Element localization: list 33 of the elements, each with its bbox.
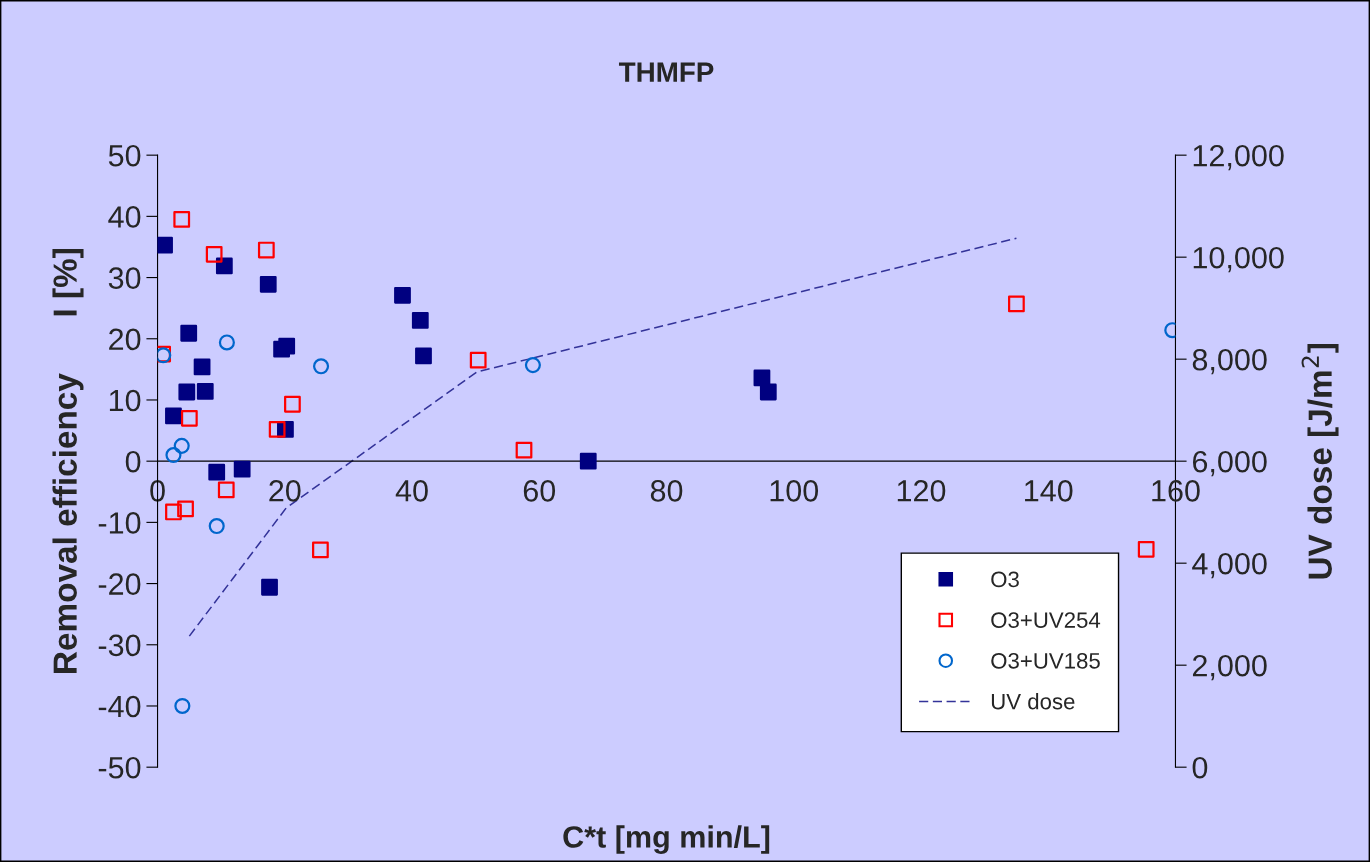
x-tick-label: 80: [650, 480, 683, 502]
y2-tick-label: 8,000: [1192, 348, 1267, 375]
legend-label: O3: [991, 571, 1019, 588]
y-tick-label: -10: [98, 512, 141, 534]
x-tick-label: 20: [269, 480, 301, 502]
y2-tick-label: 4,000: [1192, 552, 1267, 579]
y-axis-title: Removal efficiency I [%]: [52, 249, 84, 673]
y-tick-label: -40: [98, 695, 141, 718]
x-tick-label: 60: [523, 480, 556, 502]
legend-label: UV dose: [991, 693, 1075, 710]
y-tick-label: 30: [108, 267, 141, 289]
x-axis-title: C*t [mg min/L]: [563, 825, 770, 854]
y-tick-label: 50: [108, 144, 141, 167]
y-tick-label: 0: [125, 450, 141, 473]
x-tick-label: 140: [1025, 480, 1073, 502]
y2-tick-label: 10,000: [1193, 246, 1284, 273]
y-tick-label: 20: [109, 328, 141, 351]
x-tick-label: 120: [897, 480, 946, 502]
y-tick-label: 10: [109, 389, 141, 412]
y2-tick-label: 2,000: [1192, 654, 1267, 681]
y2-tick-label: 0: [1192, 756, 1208, 779]
y-tick-label: 40: [108, 206, 141, 228]
x-tick-label: 40: [395, 480, 428, 502]
legend-label: O3+UV185: [991, 652, 1100, 669]
y2-tick-label: 6,000: [1192, 450, 1267, 477]
y2-axis-title: UV dose [J/m$^{2}$]: [1301, 344, 1339, 579]
y2-tick-label: 12,000: [1193, 144, 1284, 171]
legend-label: O3+UV254: [991, 612, 1101, 628]
y-tick-label: -30: [98, 634, 141, 657]
y-tick-label: -20: [98, 573, 141, 595]
x-tick-label: 100: [770, 480, 819, 502]
chart-title: THMFP: [618, 62, 714, 82]
y-tick-label: -50: [98, 756, 141, 779]
